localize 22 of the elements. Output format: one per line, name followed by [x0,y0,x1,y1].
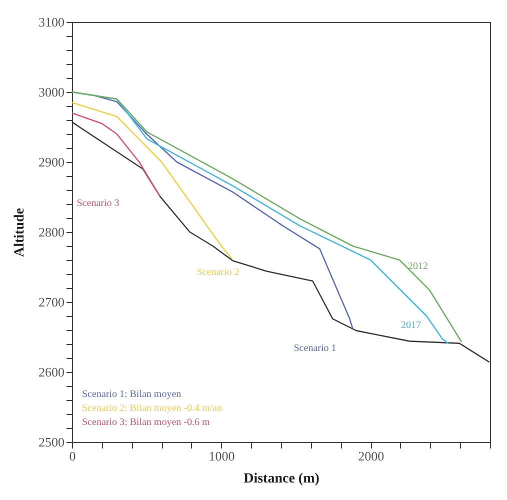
y-tick-label: 2700 [38,294,64,310]
y-axis-title: Altitude [12,208,28,257]
annotation: Scenario 1: Bilan moyen [82,389,182,400]
annotation: 2012 [408,261,428,272]
y-tick-label: 2800 [38,224,64,240]
x-axis-title: Distance (m) [244,472,320,486]
y-tick-label: 2500 [38,434,64,450]
annotation: Scenario 3: Bilan moyen -0.6 m [82,417,210,428]
y-tick-label: 2900 [38,154,64,170]
y-tick-label: 3000 [38,84,64,100]
annotation: Scenario 2 [196,267,240,278]
x-tick-label: 1000 [208,448,235,464]
line-series [71,102,232,260]
annotation: Scenario 2: Bilan moyen -0.4 m/an [82,403,222,414]
line-series [71,112,161,197]
y-tick-label: 3100 [38,14,64,30]
annotation: 2017 [401,320,421,331]
y-tick-label: 2600 [38,364,64,380]
x-tick-label: 2000 [358,448,384,464]
annotation: Scenario 1 [294,343,336,354]
x-tick-label: 0 [69,448,76,464]
annotation: Scenario 3 [76,198,120,209]
